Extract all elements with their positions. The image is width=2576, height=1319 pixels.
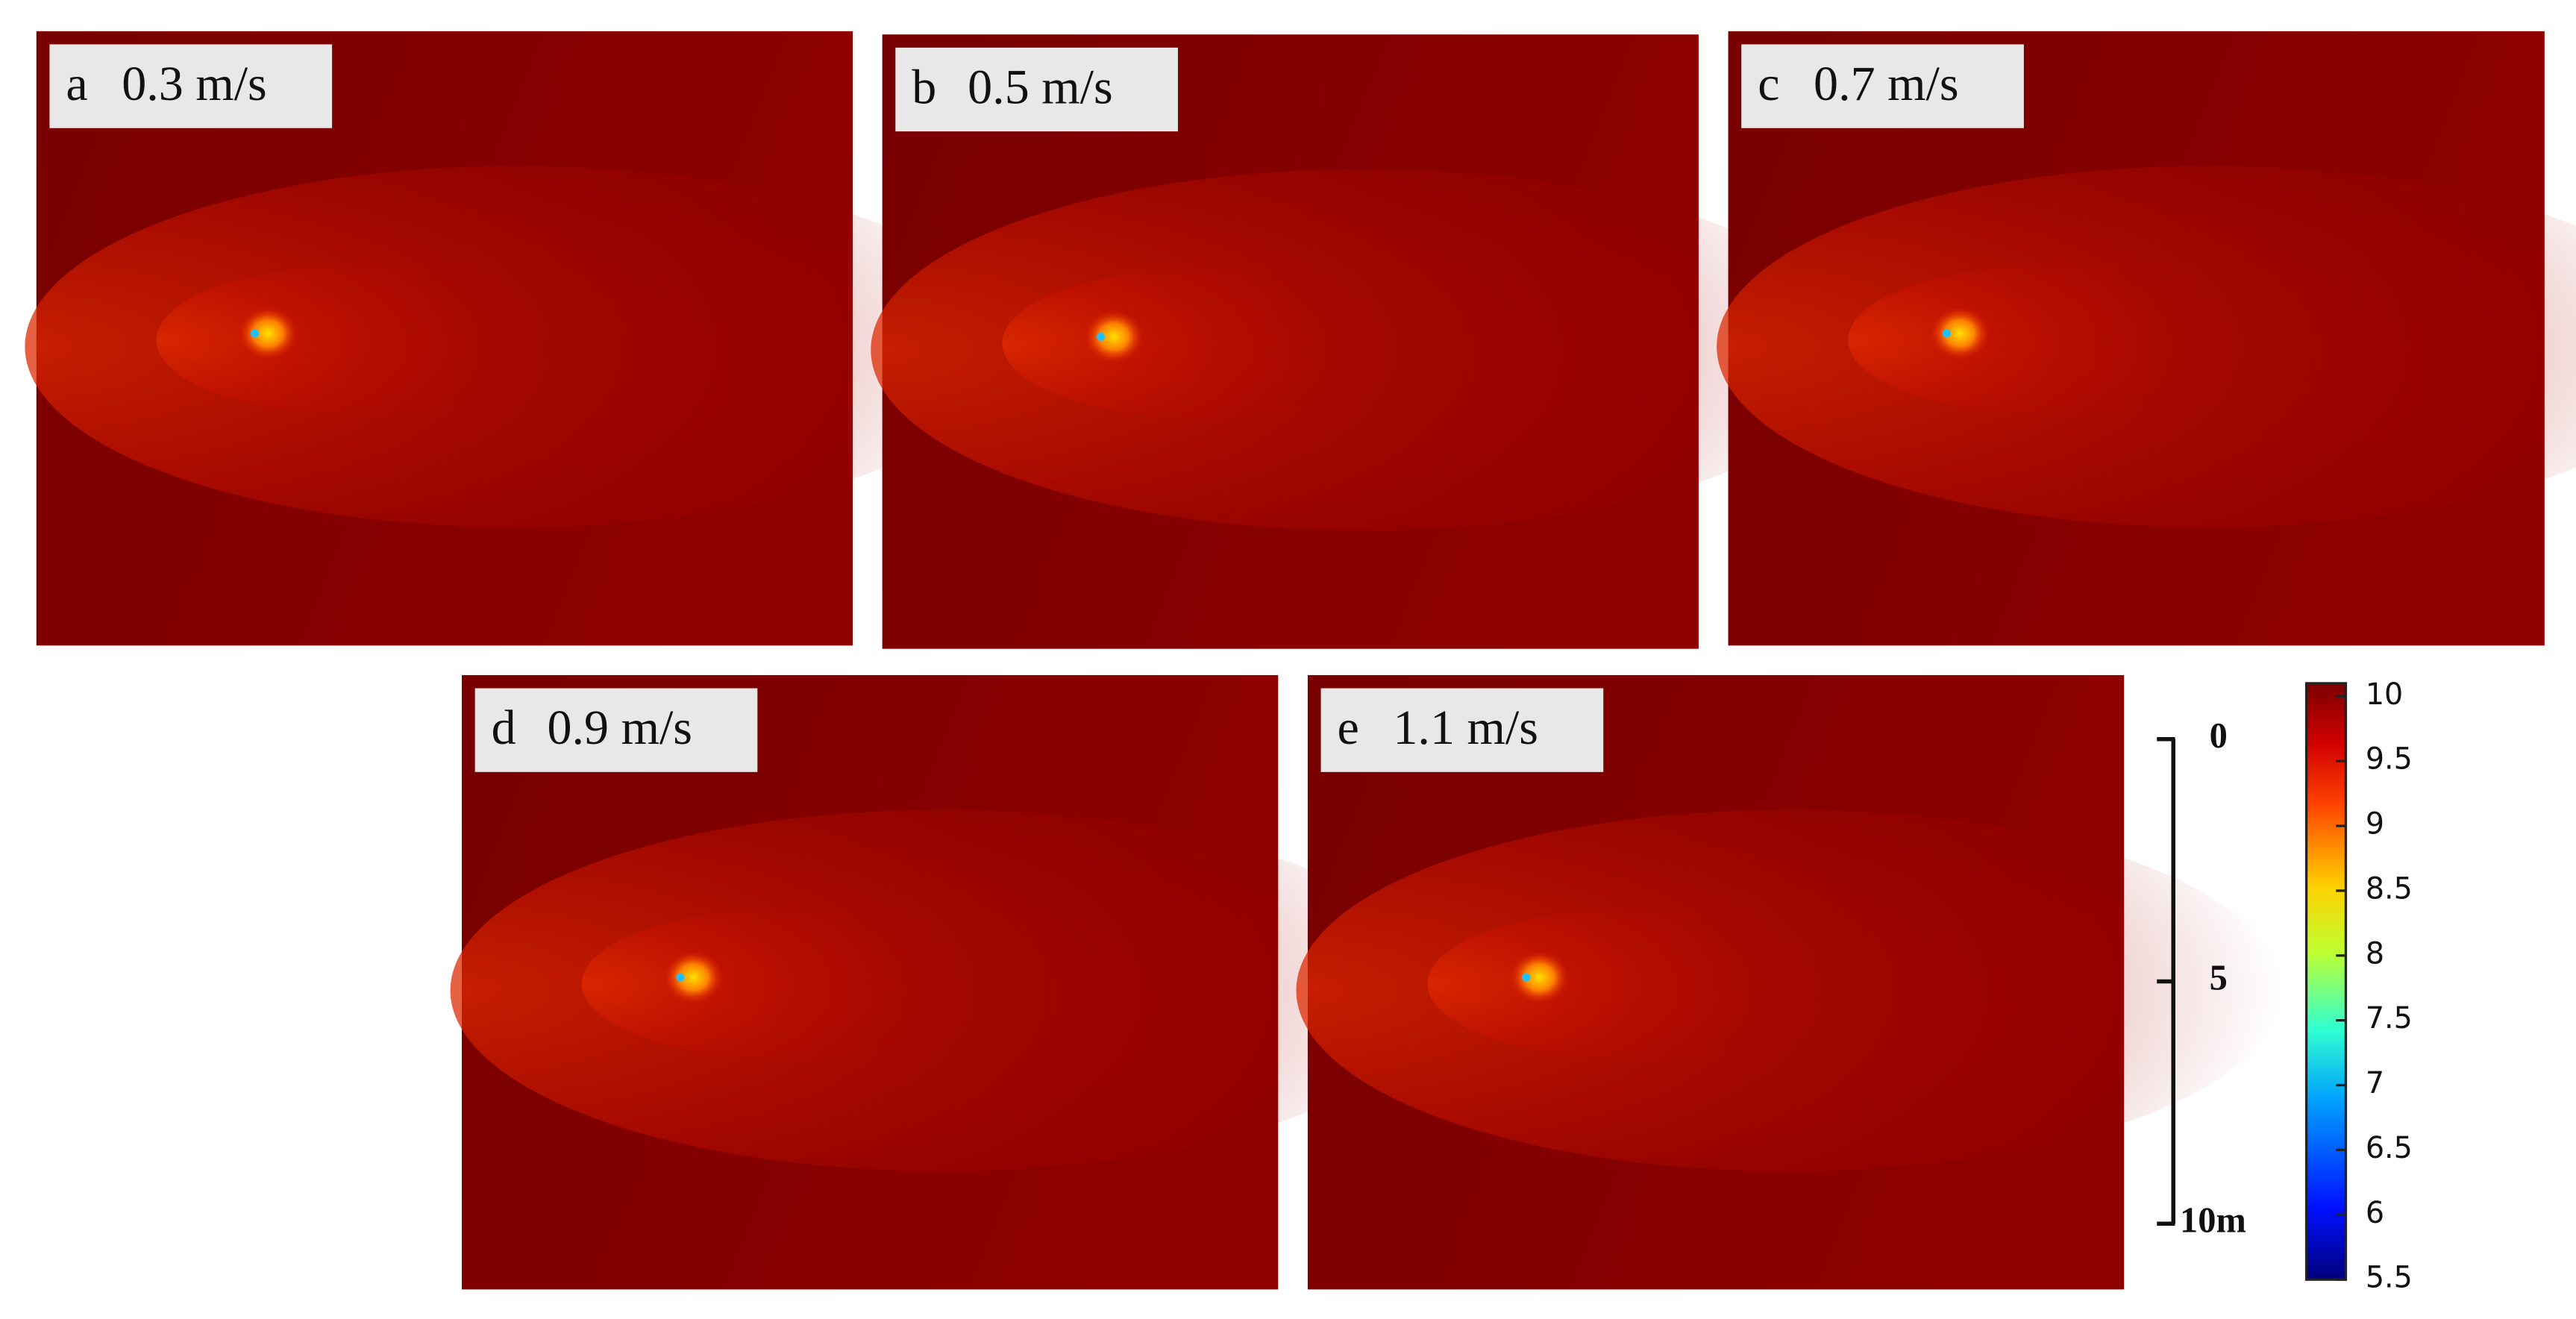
panel-letter: a — [66, 57, 87, 111]
source-point — [251, 329, 260, 338]
colorbar-tick-label: 7.5 — [2366, 1001, 2413, 1036]
panel: d 0.9 m/s — [450, 674, 1436, 1290]
colorbar-tick-label: 5.5 — [2366, 1261, 2413, 1295]
plume-inner — [1848, 266, 2243, 414]
panel: a 0.3 m/s — [25, 31, 1011, 646]
source-point — [1522, 973, 1531, 982]
colorbar-tick-label: 7 — [2366, 1066, 2384, 1100]
panel: c 0.7 m/s — [1717, 31, 2576, 646]
panel: b 0.5 m/s — [871, 34, 1857, 649]
plume-core — [1509, 950, 1569, 1004]
colorbar-bar — [2304, 682, 2348, 1281]
panels: a 0.3 m/s b 0.5 m/s c 0.7 m/s d 0.9 m/s e 1.1 m/s — [25, 31, 2576, 1290]
panel-title: 0.7 m/s — [1814, 57, 1959, 111]
colorbar-tick-label: 8.5 — [2366, 871, 2413, 906]
source-point — [676, 973, 685, 982]
label-box — [474, 688, 758, 772]
panel: e 1.1 m/s — [1296, 674, 2282, 1290]
plume-inner — [1427, 909, 1823, 1058]
label-box — [49, 44, 333, 128]
label-box — [895, 47, 1178, 132]
plume-core — [1930, 307, 1990, 360]
plume-core — [663, 950, 724, 1004]
plume-inner — [156, 266, 551, 414]
plume-inner — [1002, 269, 1397, 418]
panel-title: 0.3 m/s — [122, 57, 267, 111]
scale-bar-label: 5 — [2210, 959, 2228, 998]
colorbar-tick-label: 9 — [2366, 807, 2384, 842]
label-box — [1320, 688, 1604, 772]
scale-bar-label: 0 — [2210, 716, 2228, 756]
colorbar-tick-label: 6.5 — [2366, 1131, 2413, 1165]
colorbar-tick-label: 6 — [2366, 1196, 2384, 1230]
plume-core — [1084, 310, 1144, 363]
source-point — [1096, 332, 1106, 341]
scale-bar: 0 5 10m — [2157, 716, 2246, 1240]
panel-letter: c — [1758, 57, 1779, 111]
plume-inner — [581, 909, 977, 1058]
panel-title: 1.1 m/s — [1393, 701, 1538, 755]
plume-core — [238, 307, 298, 360]
colorbar: 10 9.5 9 8.5 8 7.5 7 6.5 6 5.5 — [2304, 677, 2413, 1295]
label-box — [1741, 44, 2024, 128]
panel-title: 0.5 m/s — [968, 60, 1113, 114]
colorbar-tick-label: 9.5 — [2366, 742, 2413, 777]
colorbar-tick-label: 8 — [2366, 936, 2384, 971]
colorbar-tick-label: 10 — [2366, 677, 2403, 712]
panel-letter: b — [912, 60, 936, 114]
panel-letter: e — [1338, 701, 1359, 755]
panel-title: 0.9 m/s — [548, 701, 693, 755]
panel-letter: d — [492, 701, 516, 755]
scale-bar-label: 10m — [2180, 1200, 2246, 1240]
source-point — [1942, 329, 1951, 338]
